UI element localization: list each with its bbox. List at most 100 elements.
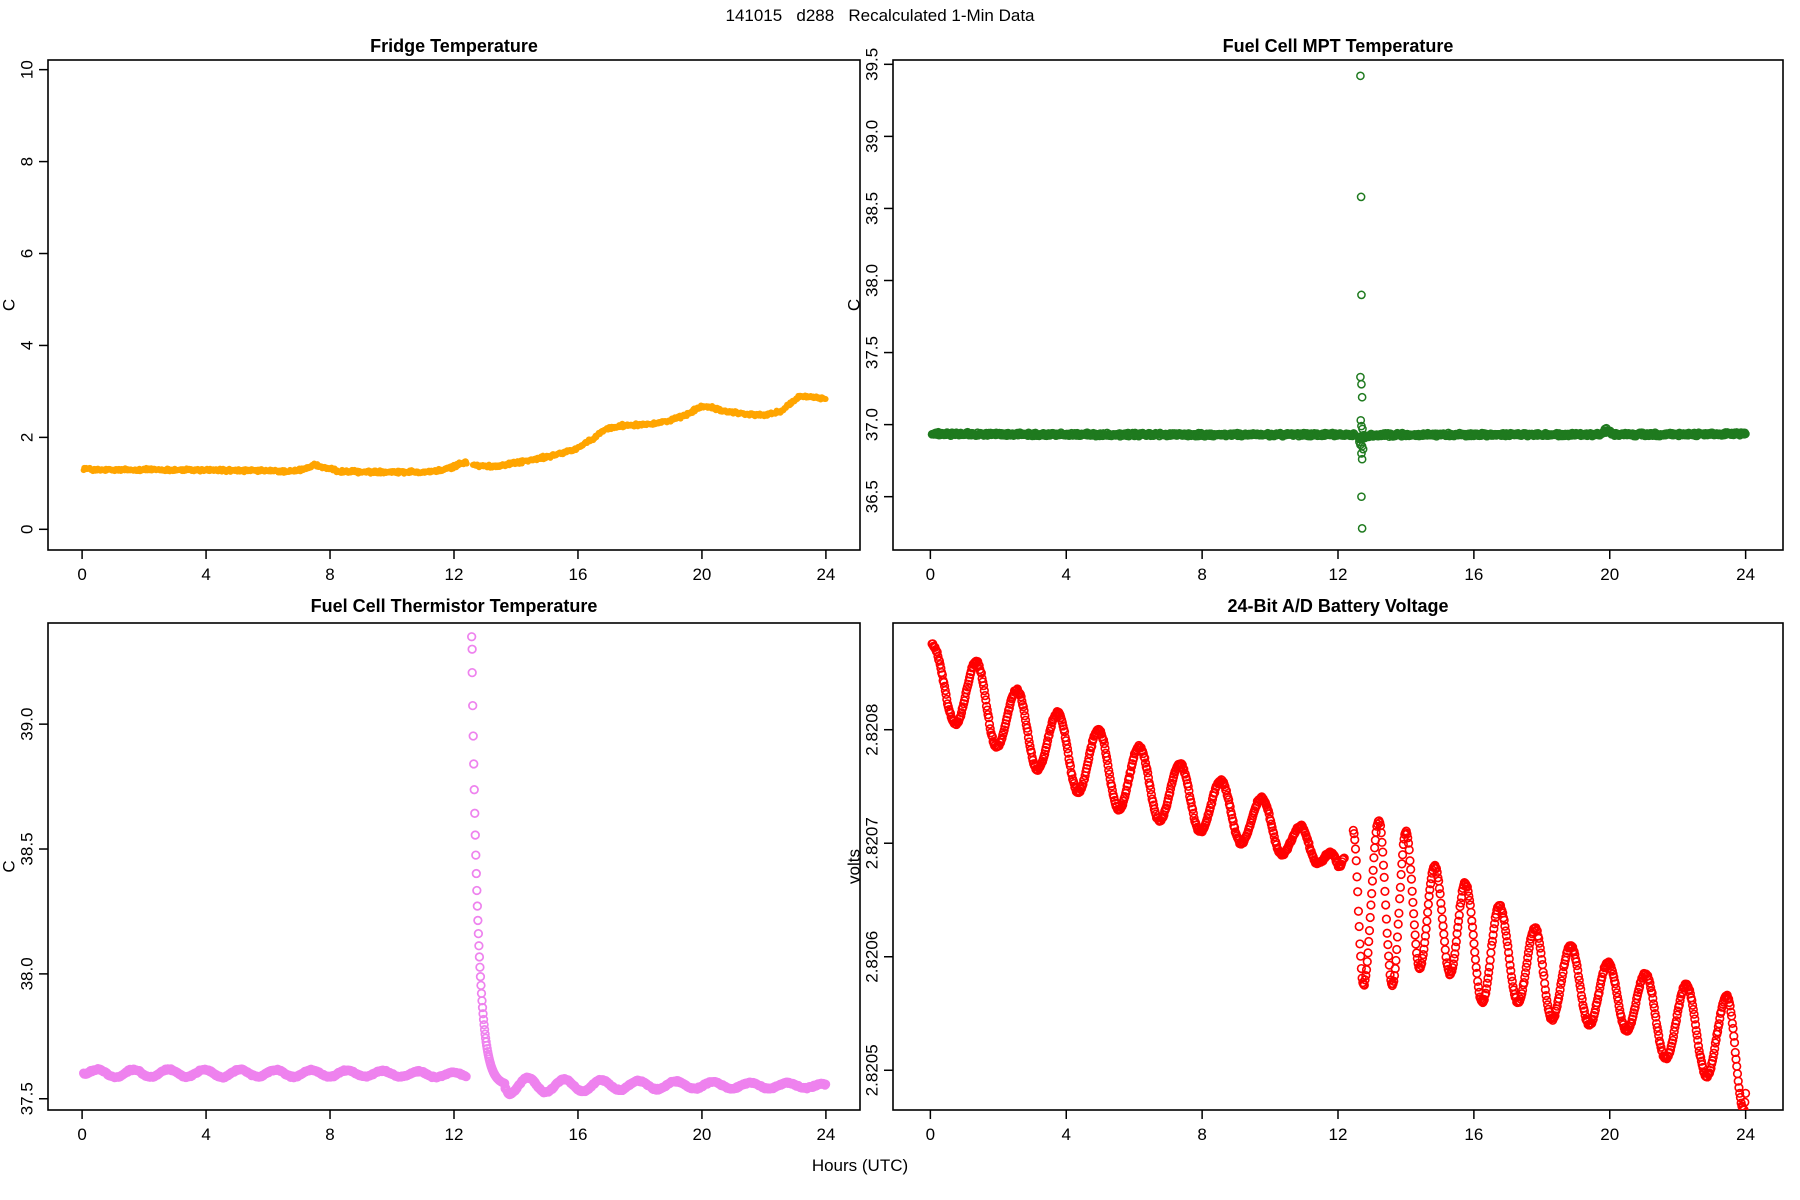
data-point	[1017, 696, 1027, 706]
data-point	[1668, 1031, 1679, 1042]
data-point	[1367, 876, 1378, 886]
y-tick-label: 2	[17, 433, 36, 442]
x-tick-label: 8	[325, 565, 334, 584]
data-point	[941, 689, 951, 700]
y-axis-label: volts	[844, 849, 863, 884]
data-point	[1538, 967, 1548, 977]
data-point	[978, 677, 988, 687]
data-point	[1503, 941, 1513, 951]
data-point	[1688, 1004, 1698, 1015]
panel-title-fuel-cell-thermistor-temperature: Fuel Cell Thermistor Temperature	[310, 596, 598, 616]
x-tick-label: 20	[692, 1125, 711, 1144]
data-point	[1597, 972, 1607, 982]
data-point	[1104, 765, 1114, 775]
data-point	[1517, 989, 1527, 999]
data-point	[1534, 933, 1544, 944]
data-point	[475, 962, 485, 972]
data-point	[1727, 1018, 1737, 1029]
data-point	[1357, 524, 1367, 533]
data-point	[1059, 727, 1070, 737]
y-tick-label: 38.5	[862, 192, 881, 225]
y-tick-label: 6	[17, 249, 36, 258]
data-point	[477, 1002, 488, 1013]
data-point	[1671, 1016, 1681, 1026]
data-point	[468, 731, 478, 741]
data-point	[1465, 900, 1475, 910]
data-point	[1361, 971, 1371, 981]
y-tick-label: 8	[17, 157, 36, 166]
data-point	[1356, 440, 1365, 450]
data-point	[1520, 972, 1530, 982]
data-point	[1612, 992, 1623, 1002]
fridge-temperature-points	[80, 392, 829, 477]
data-point	[1023, 732, 1034, 743]
data-point	[1356, 415, 1366, 425]
data-point	[1523, 947, 1534, 958]
data-point	[1183, 781, 1193, 791]
data-point	[1487, 940, 1497, 950]
data-point	[1486, 948, 1496, 958]
data-point	[1714, 1019, 1724, 1029]
y-tick-label: 38.0	[862, 264, 881, 297]
data-point	[1448, 963, 1458, 973]
y-tick-label: 2.8207	[862, 817, 881, 869]
y-tick-label: 37.5	[862, 336, 881, 369]
data-point	[1101, 752, 1112, 762]
data-point	[1395, 882, 1405, 892]
data-point	[1468, 930, 1478, 940]
data-point	[1554, 993, 1564, 1004]
data-point	[822, 396, 829, 403]
data-point	[1507, 976, 1517, 986]
data-point	[1452, 929, 1462, 939]
data-point	[1729, 1031, 1739, 1041]
data-point	[471, 868, 481, 879]
data-point	[1103, 760, 1113, 770]
data-point	[1573, 965, 1583, 976]
x-tick-label: 16	[1464, 565, 1483, 584]
data-point	[476, 988, 487, 999]
data-point	[1473, 976, 1483, 986]
data-point	[1369, 853, 1379, 863]
data-point	[1360, 975, 1370, 985]
data-point	[1065, 761, 1076, 771]
data-point	[469, 759, 479, 769]
y-tick-label: 37.5	[17, 1082, 36, 1115]
data-point	[1425, 885, 1435, 895]
data-point	[1020, 711, 1030, 721]
data-point	[1673, 1006, 1683, 1016]
data-point	[984, 713, 994, 723]
data-point	[1067, 770, 1077, 780]
data-point	[1202, 813, 1212, 824]
y-tick-label: 10	[17, 60, 36, 79]
data-point	[1520, 968, 1531, 978]
data-point	[940, 685, 950, 696]
data-point	[1062, 740, 1072, 750]
data-point	[980, 691, 990, 701]
x-axis-label: Hours (UTC)	[811, 1156, 909, 1175]
x-tick-label: 0	[77, 565, 86, 584]
x-tick-label: 12	[1329, 565, 1348, 584]
data-point	[1593, 994, 1603, 1004]
data-point	[1647, 988, 1657, 998]
data-point	[1725, 1001, 1735, 1011]
data-point	[1469, 939, 1479, 949]
data-point	[1063, 748, 1073, 758]
data-point	[1689, 1009, 1699, 1019]
panel-title-fridge-temperature: Fridge Temperature	[370, 36, 538, 56]
data-point	[1406, 864, 1416, 874]
data-point	[1398, 839, 1408, 850]
data-point	[1554, 989, 1564, 1000]
data-point	[1690, 1014, 1700, 1024]
data-point	[1381, 900, 1391, 910]
data-point	[1540, 978, 1550, 988]
plot-box	[892, 59, 1784, 551]
data-point	[1464, 891, 1474, 901]
data-point	[1165, 784, 1176, 794]
data-point	[1403, 838, 1414, 848]
data-point	[1406, 874, 1417, 884]
data-point	[1484, 962, 1495, 972]
data-point	[1453, 916, 1464, 926]
data-point	[1140, 758, 1151, 768]
data-point	[1022, 723, 1032, 733]
